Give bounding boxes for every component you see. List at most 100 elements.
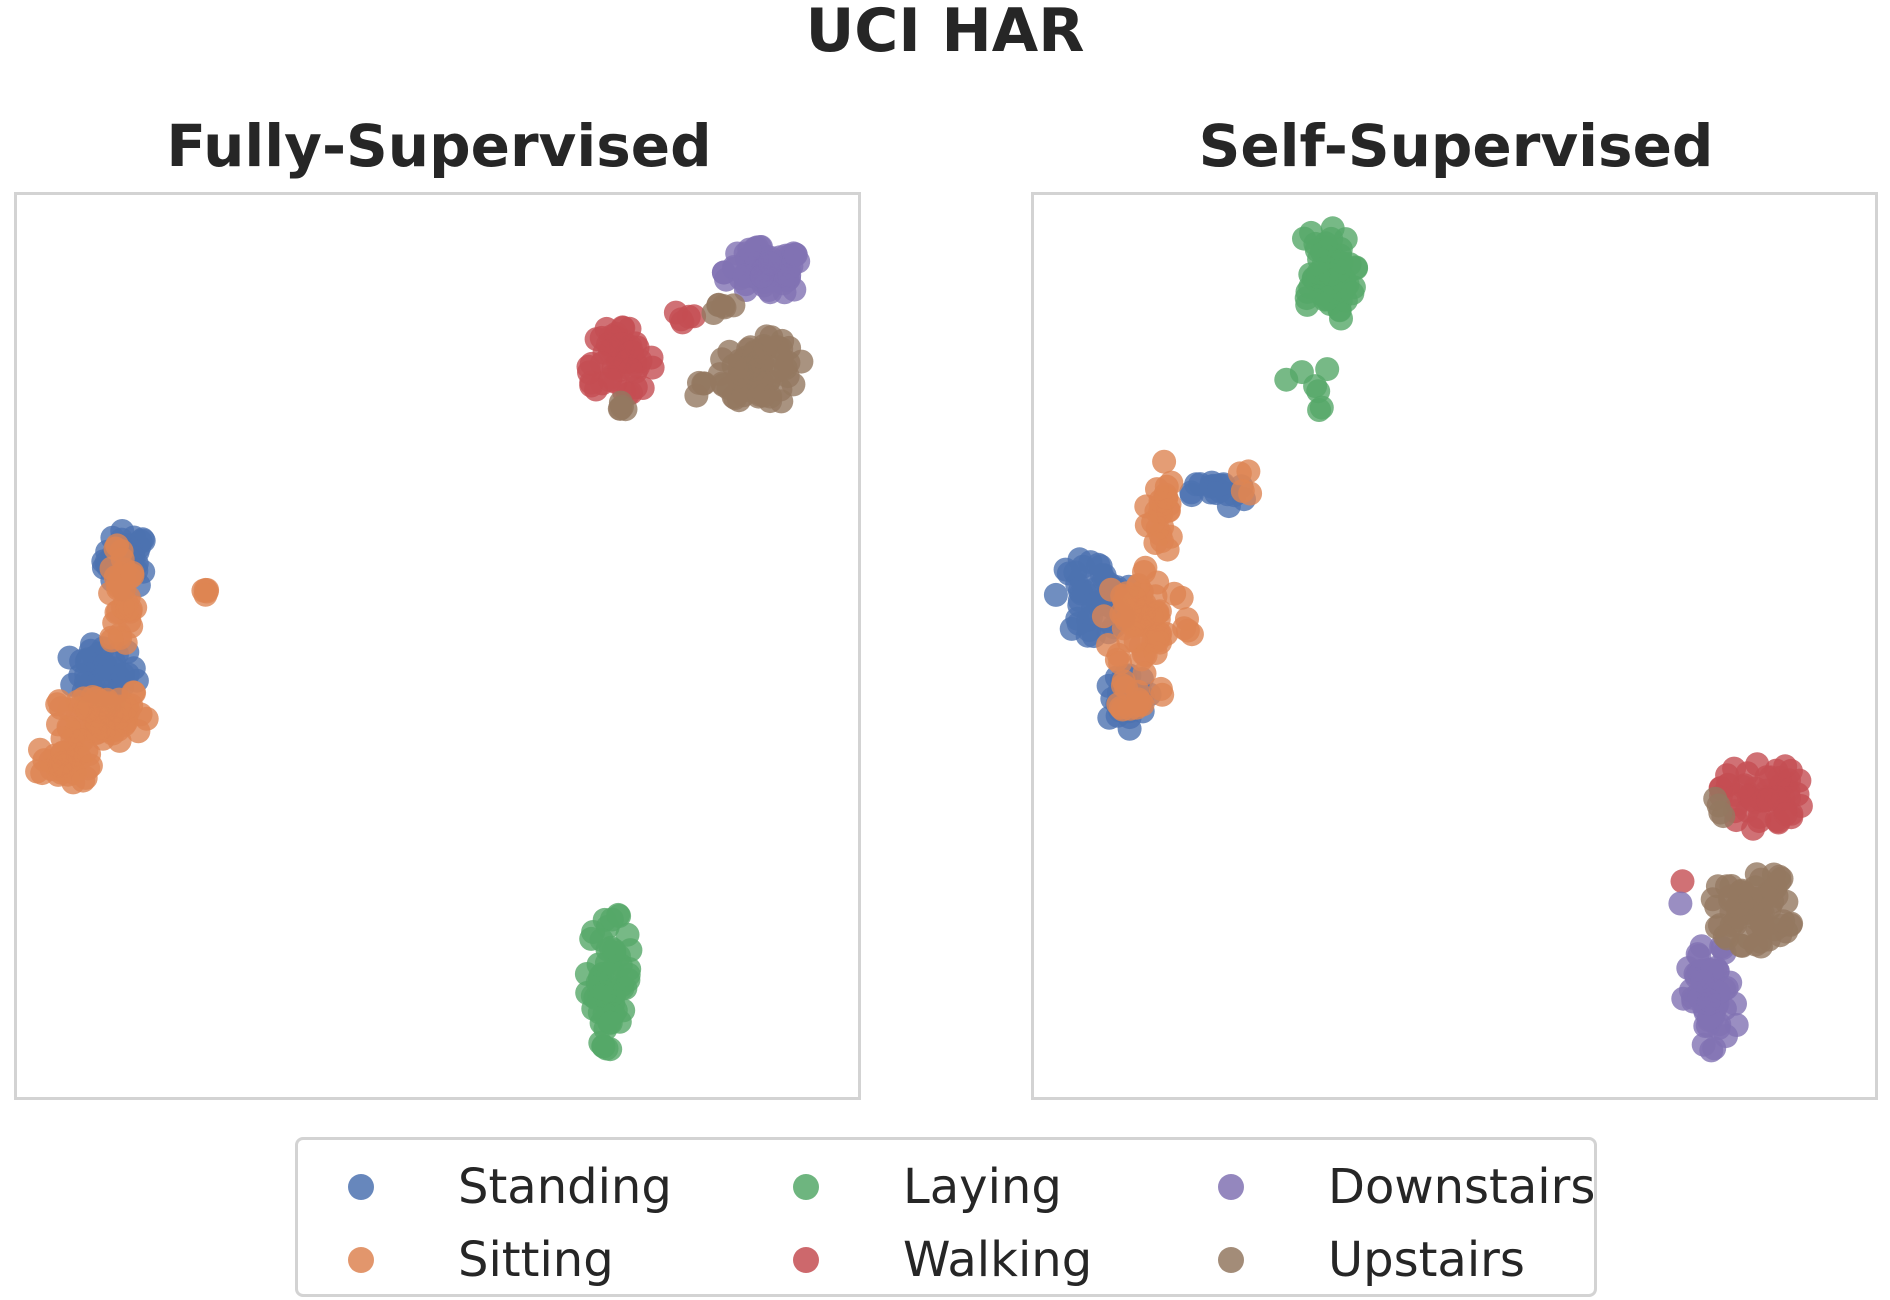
- legend-label: Laying: [903, 1159, 1062, 1215]
- legend-item-upstairs: Upstairs: [1218, 1230, 1525, 1290]
- scatter-point: [1735, 761, 1760, 786]
- scatter-point: [1756, 788, 1780, 812]
- scatter-point: [45, 692, 70, 717]
- series-downstairs: [1668, 891, 1749, 1063]
- scatter-point: [99, 556, 124, 581]
- scatter-point: [588, 983, 613, 1008]
- circle-marker-icon: [348, 1174, 374, 1200]
- legend-label: Standing: [458, 1159, 672, 1215]
- scatter-point: [1145, 600, 1170, 625]
- circle-marker-icon: [793, 1174, 819, 1200]
- scatter-point: [1169, 585, 1194, 610]
- scatter-point: [1697, 988, 1721, 1013]
- scatter-point: [618, 357, 643, 382]
- scatter-point: [1329, 306, 1353, 331]
- series-downstairs: [711, 235, 811, 305]
- scatter-point: [107, 728, 132, 753]
- scatter-point: [1172, 616, 1197, 641]
- circle-marker-icon: [1218, 1247, 1244, 1273]
- scatter-point: [1670, 869, 1695, 894]
- scatter-point: [607, 904, 632, 928]
- scatter-point: [73, 696, 98, 721]
- scatter-point: [721, 293, 746, 318]
- scatter-point: [1238, 481, 1263, 506]
- scatter-point: [598, 1010, 623, 1035]
- scatter-point: [1668, 891, 1693, 916]
- scatter-point: [1749, 911, 1774, 936]
- circle-marker-icon: [1218, 1174, 1244, 1200]
- scatter-point: [78, 753, 103, 778]
- scatter-point: [118, 597, 143, 622]
- scatter-point: [1774, 889, 1799, 914]
- scatter-point: [126, 719, 151, 744]
- series-laying: [574, 902, 643, 1062]
- scatter-point: [1155, 537, 1180, 562]
- scatter-point: [1744, 862, 1769, 887]
- figure-title: UCI HAR: [805, 0, 1085, 66]
- scatter-point: [1743, 932, 1768, 957]
- scatter-point: [1059, 616, 1084, 641]
- scatter-panel-fully-supervised: [14, 192, 861, 1100]
- legend-item-walking: Walking: [793, 1230, 1092, 1290]
- scatter-plot-self-supervised: [1043, 216, 1813, 1063]
- scatter-point: [682, 304, 707, 329]
- scatter-point: [1067, 588, 1092, 613]
- scatter-point: [1053, 557, 1078, 582]
- scatter-point: [1114, 587, 1139, 612]
- scatter-point: [1319, 226, 1344, 251]
- series-sitting: [25, 533, 220, 795]
- scatter-point: [121, 680, 146, 705]
- scatter-point: [1741, 816, 1766, 841]
- scatter-point: [1132, 661, 1157, 686]
- scatter-point: [601, 938, 626, 963]
- scatter-point: [1274, 367, 1299, 392]
- legend-item-sitting: Sitting: [348, 1230, 614, 1290]
- scatter-point: [25, 759, 50, 784]
- scatter-point: [1184, 472, 1209, 497]
- scatter-point: [1754, 765, 1779, 790]
- legend-label: Sitting: [458, 1232, 614, 1288]
- scatter-point: [579, 926, 604, 951]
- legend-item-laying: Laying: [793, 1157, 1062, 1217]
- scatter-point: [110, 662, 135, 687]
- scatter-point: [1114, 675, 1138, 700]
- legend-label: Downstairs: [1328, 1159, 1596, 1215]
- scatter-point: [1699, 1038, 1724, 1063]
- scatter-point: [1145, 628, 1170, 653]
- scatter-point: [777, 263, 802, 288]
- panel-title-self-supervised: Self-Supervised: [1198, 112, 1714, 180]
- scatter-plot-fully-supervised: [25, 235, 814, 1062]
- scatter-point: [1043, 582, 1068, 607]
- scatter-point: [87, 652, 111, 677]
- legend-label: Upstairs: [1328, 1232, 1525, 1288]
- scatter-point: [758, 389, 783, 414]
- scatter-point: [1773, 754, 1798, 779]
- scatter-point: [1778, 912, 1803, 937]
- scatter-point: [783, 242, 808, 267]
- scatter-point: [608, 390, 633, 415]
- scatter-point: [1148, 676, 1173, 701]
- scatter-point: [616, 962, 641, 987]
- scatter-point: [1708, 800, 1733, 825]
- circle-marker-icon: [348, 1247, 374, 1273]
- scatter-point: [1091, 604, 1116, 629]
- scatter-point: [99, 628, 124, 653]
- circle-marker-icon: [793, 1247, 819, 1273]
- scatter-point: [732, 263, 757, 288]
- scatter-point: [1236, 459, 1261, 484]
- series-sitting: [1091, 449, 1263, 722]
- scatter-point: [598, 368, 622, 393]
- scatter-point: [588, 1030, 613, 1055]
- scatter-point: [1306, 260, 1331, 285]
- scatter-point: [717, 339, 742, 364]
- scatter-point: [1714, 926, 1739, 951]
- scatter-point: [687, 370, 711, 395]
- scatter-point: [776, 350, 801, 375]
- series-upstairs: [607, 292, 814, 422]
- scatter-point: [1714, 1024, 1738, 1049]
- series-laying: [1274, 216, 1369, 422]
- scatter-point: [1769, 866, 1794, 891]
- scatter-panel-self-supervised: [1031, 192, 1878, 1100]
- scatter-point: [630, 376, 655, 400]
- scatter-point: [191, 578, 216, 603]
